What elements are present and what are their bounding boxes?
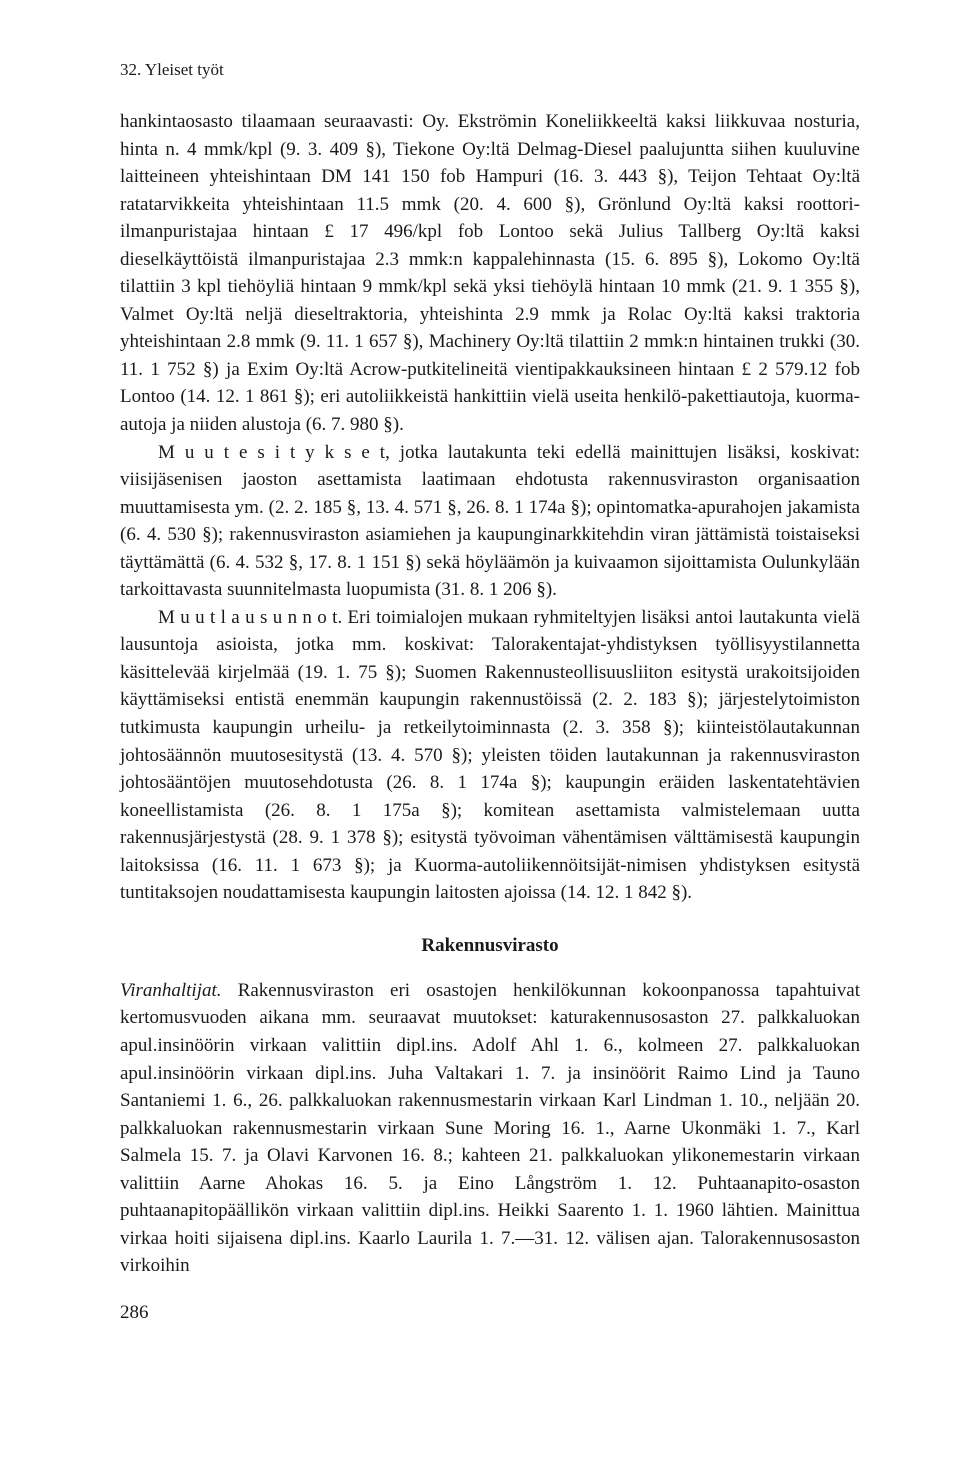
document-page: 32. Yleiset työt hankintaosasto tilaamaa… — [0, 0, 960, 1469]
viranhaltijat-label: Viranhaltijat. — [120, 980, 222, 1001]
paragraph-3: M u u t l a u s u n n o t. Eri toimialoj… — [120, 604, 860, 907]
paragraph-1: hankintaosasto tilaamaan seuraavasti: Oy… — [120, 108, 860, 439]
section-title: Rakennusvirasto — [120, 935, 860, 957]
paragraph-viranhaltijat: Viranhaltijat. Rakennusviraston eri osas… — [120, 977, 860, 1280]
page-header: 32. Yleiset työt — [120, 60, 860, 80]
viranhaltijat-section: Viranhaltijat. Rakennusviraston eri osas… — [120, 977, 860, 1280]
viranhaltijat-text: Rakennusviraston eri osastojen henkilöku… — [120, 980, 860, 1276]
paragraph-2: M u u t e s i t y k s e t, jotka lautaku… — [120, 439, 860, 604]
page-number: 286 — [120, 1302, 860, 1324]
body-text: hankintaosasto tilaamaan seuraavasti: Oy… — [120, 108, 860, 907]
